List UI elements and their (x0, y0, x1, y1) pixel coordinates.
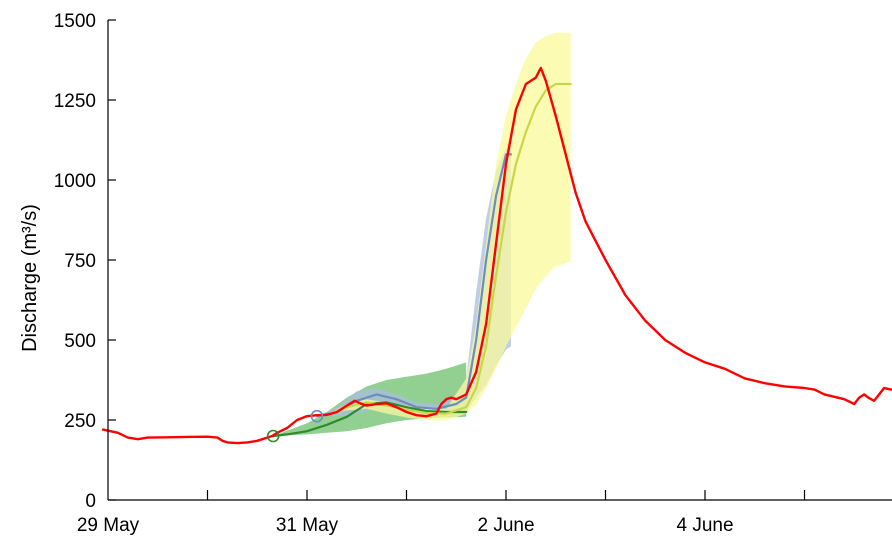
y-tick-label: 250 (64, 411, 96, 432)
y-tick-label: 1000 (54, 171, 96, 192)
observed-line-0 (101, 66, 892, 445)
forecast-line-1 (272, 401, 468, 438)
x-tick-label: 2 June (477, 515, 534, 536)
y-tick-label: 500 (64, 331, 96, 352)
y-ticks: 0 250 500 750 1000 1250 1500 (54, 11, 116, 512)
y-tick-label: 1250 (54, 91, 96, 112)
axes: 0 250 500 750 1000 1250 1500 29 May 31 May 2 Jun… (54, 11, 892, 536)
forecast-start-marker-1 (310, 409, 324, 423)
forecast-start-marker-0 (266, 429, 280, 443)
series-lines (101, 66, 892, 445)
y-tick-label: 1500 (54, 11, 96, 32)
y-tick-label: 0 (85, 491, 96, 512)
y-axis-title: Discharge (m³/s) (19, 204, 41, 352)
x-ticks: 29 May 31 May 2 June 4 June (77, 490, 806, 536)
x-tick-label: 31 May (276, 515, 339, 536)
forecast-line-5 (325, 82, 572, 416)
forecast-start-markers (266, 409, 324, 443)
x-tick-label: 29 May (77, 515, 140, 536)
x-tick-label: 4 June (676, 515, 733, 536)
forecast-bands (273, 32, 571, 436)
y-tick-label: 750 (64, 251, 96, 272)
forecast-line-3 (315, 153, 513, 418)
forecast-band-6 (326, 32, 571, 421)
